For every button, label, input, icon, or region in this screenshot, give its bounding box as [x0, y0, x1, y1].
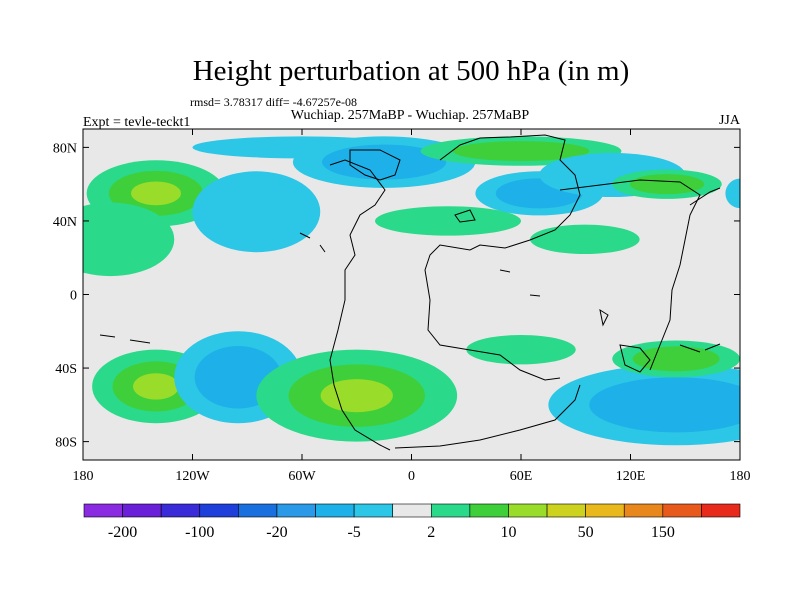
anomaly-2-level-1	[192, 171, 321, 253]
colorbar-box-12	[546, 503, 586, 518]
colorbar-box-3	[199, 503, 239, 518]
anomaly-0-level-3	[131, 181, 181, 206]
x-tick-label-0: 180	[73, 469, 94, 484]
colorbar-box-11	[508, 503, 548, 518]
colorbar-label-7: 150	[651, 524, 675, 541]
coastline-south	[394, 384, 581, 449]
colorbar-box-15	[662, 503, 702, 518]
x-tick-label-1: 120W	[175, 469, 210, 484]
comparison-label: Wuchiap. 257MaBP - Wuchiap. 257MaBP	[291, 108, 530, 123]
anomaly-5-level-1	[375, 206, 521, 236]
y-tick-label-0: 80N	[53, 141, 77, 156]
anomaly-10-level-2	[629, 174, 705, 195]
season-label: JJA	[719, 113, 741, 128]
anomaly-15-level-1	[466, 334, 576, 365]
colorbar-label-6: 50	[578, 524, 594, 541]
colorbar-label-0: -200	[108, 524, 137, 541]
colorbar-box-2	[160, 503, 201, 518]
coastlines	[99, 134, 721, 451]
colorbar-box-0	[83, 503, 123, 518]
colorbar-label-3: -5	[347, 524, 360, 541]
colorbar-label-4: 2	[427, 524, 435, 541]
y-tick-label-3: 40S	[55, 362, 77, 377]
experiment-label: Expt = tevle-teckt1	[83, 115, 190, 130]
colorbar-box-10	[469, 503, 509, 518]
colorbar-label-5: 10	[500, 524, 516, 541]
coastline-west	[329, 159, 391, 451]
colorbar-box-13	[585, 503, 625, 518]
anomaly-7-level-2	[452, 141, 590, 162]
anomaly-17-level-2	[632, 346, 720, 372]
anomaly-16-level-2	[589, 377, 740, 433]
colorbar-box-1	[122, 503, 162, 518]
coastline-central	[424, 134, 581, 381]
colorbar-box-14	[623, 503, 664, 518]
x-tick-label-3: 0	[408, 469, 415, 484]
coastline-east	[559, 179, 701, 371]
x-tick-label-5: 120E	[616, 469, 646, 484]
x-tick-label-6: 180	[730, 469, 751, 484]
anomaly-12-level-3	[133, 373, 179, 400]
coastline-polar-north	[349, 149, 401, 181]
x-tick-label-2: 60W	[288, 469, 316, 484]
anomaly-11-level-1	[725, 178, 740, 209]
colorbar-box-4	[238, 503, 278, 518]
anomaly-1-level-1	[83, 202, 175, 277]
colorbar-label-2: -20	[266, 524, 287, 541]
anomaly-layer	[83, 136, 740, 446]
anomaly-9-level-1	[530, 224, 640, 255]
colorbar-box-7	[353, 503, 394, 518]
x-axis: 180 120W 60W 0 60E 120E 180	[73, 129, 751, 484]
anomaly-14-level-3	[320, 379, 393, 413]
y-tick-label-1: 40N	[53, 215, 77, 230]
plot-area	[82, 128, 741, 461]
y-tick-label-2: 0	[70, 289, 77, 304]
stats-label: rmsd= 3.78317 diff= -4.67257e-08	[190, 95, 357, 109]
colorbar-label-1: -100	[185, 524, 214, 541]
x-tick-label-4: 60E	[510, 469, 533, 484]
colorbar-box-5	[276, 503, 316, 518]
coastline-islands-b	[99, 187, 721, 353]
anomaly-4-level-2	[322, 144, 447, 180]
colorbar-box-9	[430, 503, 471, 518]
colorbar: -200 -100 -20 -5 2 10 50 150	[83, 503, 741, 541]
coastline-islands-a	[454, 209, 651, 373]
y-axis: 80N 40N 0 40S 80S	[53, 141, 740, 451]
colorbar-box-16	[701, 503, 741, 518]
colorbar-box-6	[315, 503, 355, 518]
colorbar-box-8	[392, 503, 432, 518]
y-tick-label-4: 80S	[55, 436, 77, 451]
chart-title: Height perturbation at 500 hPa (in m)	[193, 55, 630, 87]
